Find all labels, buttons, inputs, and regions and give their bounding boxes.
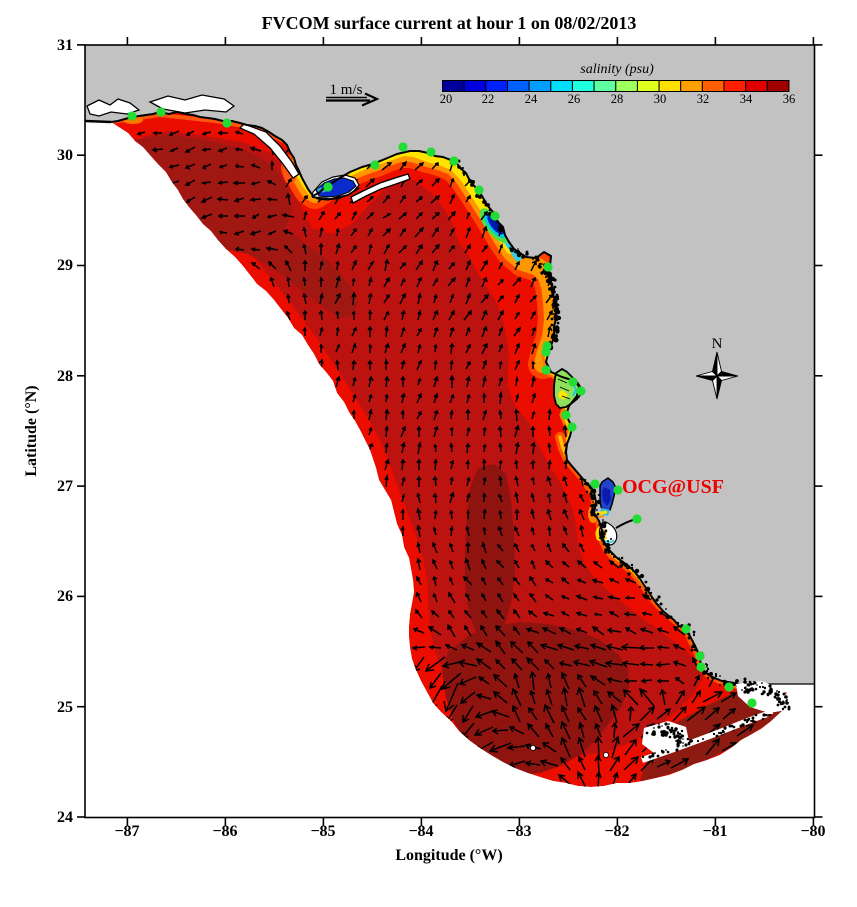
svg-text:−85: −85 <box>310 823 335 840</box>
svg-text:25: 25 <box>57 699 73 716</box>
svg-text:−86: −86 <box>212 823 237 840</box>
svg-text:27: 27 <box>57 478 73 495</box>
svg-text:30: 30 <box>654 92 667 106</box>
svg-text:−81: −81 <box>702 823 727 840</box>
svg-text:−87: −87 <box>114 823 139 840</box>
svg-text:31: 31 <box>57 37 73 54</box>
svg-text:24: 24 <box>525 92 538 106</box>
svg-text:N: N <box>712 336 723 352</box>
svg-text:20: 20 <box>440 92 453 106</box>
svg-text:22: 22 <box>482 92 495 106</box>
svg-text:29: 29 <box>57 257 73 274</box>
svg-text:−80: −80 <box>800 823 825 840</box>
svg-text:26: 26 <box>57 588 73 605</box>
svg-text:Longitude (°W): Longitude (°W) <box>395 847 502 864</box>
svg-text:28: 28 <box>611 92 624 106</box>
svg-text:1 m/s: 1 m/s <box>330 82 363 98</box>
svg-text:OCG@USF: OCG@USF <box>622 476 724 498</box>
svg-text:FVCOM surface current at hour: FVCOM surface current at hour 1 on 08/02… <box>262 13 637 33</box>
svg-text:Latitude (°N): Latitude (°N) <box>23 385 40 476</box>
svg-text:36: 36 <box>783 92 796 106</box>
svg-text:24: 24 <box>57 809 73 826</box>
svg-text:−82: −82 <box>604 823 629 840</box>
svg-text:26: 26 <box>568 92 581 106</box>
svg-text:34: 34 <box>740 92 753 106</box>
svg-text:−84: −84 <box>408 823 433 840</box>
svg-text:salinity (psu): salinity (psu) <box>580 62 654 77</box>
svg-text:32: 32 <box>697 92 710 106</box>
svg-text:30: 30 <box>57 147 73 164</box>
svg-text:28: 28 <box>57 368 73 385</box>
svg-text:−83: −83 <box>506 823 531 840</box>
